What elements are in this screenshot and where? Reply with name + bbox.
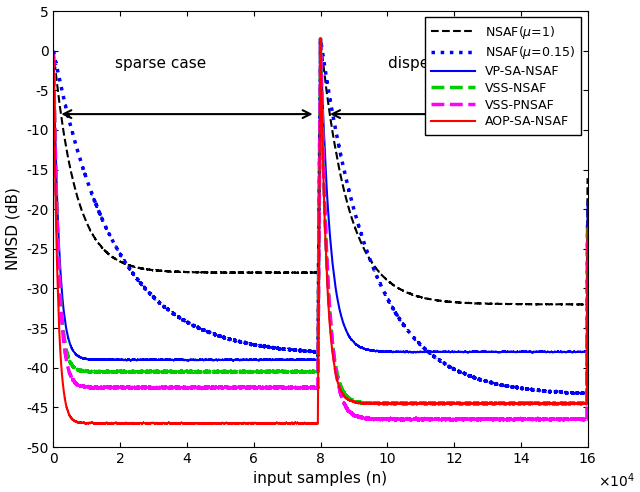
- NSAF(μ=1): [50, 48, 58, 54]
- NSAF(μ=1): [157, 268, 164, 274]
- NSAF(μ=0.15): [317, 36, 324, 42]
- AOP-SA-NSAF: [207, 421, 215, 427]
- VSS-NSAF: [50, 52, 58, 58]
- Y-axis label: NMSD (dB): NMSD (dB): [6, 187, 20, 271]
- VSS-PNSAF: [224, 385, 232, 391]
- Legend: NSAF($\mu$=1), NSAF($\mu$=0.15), VP-SA-NSAF, VSS-NSAF, VSS-PNSAF, AOP-SA-NSAF: NSAF($\mu$=1), NSAF($\mu$=0.15), VP-SA-N…: [425, 17, 581, 134]
- VSS-NSAF: [257, 369, 265, 374]
- NSAF(μ=1): [442, 298, 449, 304]
- AOP-SA-NSAF: [511, 400, 519, 406]
- NSAF(μ=1): [560, 302, 568, 308]
- Line: VSS-NSAF: VSS-NSAF: [54, 39, 588, 404]
- VP-SA-NSAF: [189, 357, 196, 363]
- VP-SA-NSAF: [224, 357, 232, 363]
- VSS-NSAF: [189, 369, 196, 375]
- NSAF(μ=1): [511, 301, 519, 307]
- VSS-PNSAF: [157, 385, 164, 391]
- AOP-SA-NSAF: [257, 420, 265, 426]
- Text: dispersive case: dispersive case: [388, 56, 507, 70]
- VP-SA-NSAF: [184, 358, 192, 364]
- Line: VP-SA-NSAF: VP-SA-NSAF: [54, 39, 588, 361]
- VSS-PNSAF: [442, 416, 449, 422]
- NSAF(μ=1): [317, 36, 324, 42]
- VP-SA-NSAF: [442, 349, 449, 355]
- VP-SA-NSAF: [50, 51, 58, 57]
- NSAF(μ=1): [189, 269, 196, 275]
- VSS-PNSAF: [317, 36, 324, 42]
- VSS-PNSAF: [584, 233, 591, 239]
- NSAF(μ=1): [257, 270, 265, 276]
- NSAF(μ=0.15): [580, 391, 588, 397]
- VSS-NSAF: [552, 401, 560, 407]
- AOP-SA-NSAF: [584, 225, 591, 231]
- VSS-PNSAF: [189, 385, 196, 391]
- NSAF(μ=0.15): [50, 48, 58, 54]
- VSS-NSAF: [442, 400, 449, 406]
- Line: AOP-SA-NSAF: AOP-SA-NSAF: [54, 39, 588, 424]
- Line: NSAF(μ=1): NSAF(μ=1): [54, 39, 588, 305]
- VSS-NSAF: [157, 369, 164, 374]
- AOP-SA-NSAF: [157, 420, 164, 426]
- AOP-SA-NSAF: [442, 400, 449, 406]
- NSAF(μ=0.15): [189, 322, 196, 328]
- VSS-PNSAF: [50, 51, 58, 57]
- AOP-SA-NSAF: [224, 420, 232, 426]
- Text: sparse case: sparse case: [115, 56, 206, 70]
- Line: NSAF(μ=0.15): NSAF(μ=0.15): [54, 39, 588, 394]
- Text: $\times10^4$: $\times10^4$: [598, 471, 636, 490]
- VSS-NSAF: [317, 36, 324, 42]
- X-axis label: input samples (n): input samples (n): [253, 471, 388, 487]
- NSAF(μ=0.15): [157, 301, 164, 307]
- VSS-NSAF: [584, 225, 591, 231]
- NSAF(μ=1): [224, 269, 232, 275]
- VSS-PNSAF: [257, 385, 265, 391]
- NSAF(μ=0.15): [442, 361, 449, 367]
- VSS-NSAF: [224, 369, 232, 375]
- AOP-SA-NSAF: [317, 36, 324, 42]
- NSAF(μ=0.15): [511, 384, 519, 390]
- NSAF(μ=1): [584, 175, 591, 181]
- VP-SA-NSAF: [317, 36, 324, 42]
- AOP-SA-NSAF: [50, 53, 58, 59]
- NSAF(μ=0.15): [257, 342, 265, 348]
- AOP-SA-NSAF: [189, 420, 196, 426]
- VP-SA-NSAF: [511, 349, 519, 355]
- VSS-NSAF: [511, 400, 519, 406]
- VP-SA-NSAF: [584, 199, 591, 205]
- NSAF(μ=0.15): [224, 336, 232, 341]
- VP-SA-NSAF: [157, 357, 164, 363]
- VSS-PNSAF: [447, 417, 455, 423]
- VP-SA-NSAF: [257, 357, 265, 363]
- VSS-PNSAF: [511, 416, 519, 422]
- NSAF(μ=0.15): [584, 220, 591, 226]
- Line: VSS-PNSAF: VSS-PNSAF: [54, 39, 588, 420]
